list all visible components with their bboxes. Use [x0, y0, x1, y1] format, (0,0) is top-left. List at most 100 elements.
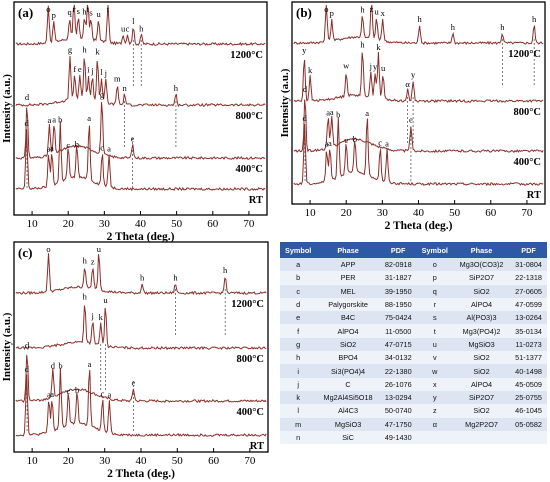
series-label: 400°C — [235, 164, 263, 175]
table-cell: t — [416, 324, 453, 338]
peak-label: m — [114, 74, 121, 84]
series-line — [15, 253, 267, 296]
table-cell: e — [280, 311, 317, 325]
table-row: j C 26-1076 x AlPO4 45-0509 — [280, 377, 547, 391]
peak-label: z — [91, 257, 95, 267]
series-label: RT — [250, 441, 264, 452]
y-axis-label: Intensity (a.u.) — [1, 74, 13, 143]
peak-label: s — [77, 6, 80, 16]
series-line — [15, 4, 266, 47]
series-label: 400°C — [236, 407, 264, 418]
x-tick-label: 70 — [243, 218, 255, 230]
peak-label: y — [302, 45, 307, 55]
table-cell: Al4C3 — [316, 404, 380, 418]
peak-label: e — [409, 115, 413, 125]
table-cell: s — [416, 311, 453, 325]
table-cell: 45-0509 — [510, 377, 547, 391]
table-cell: 26-1076 — [379, 377, 417, 391]
peak-label: h — [82, 6, 87, 16]
peak-label: y — [373, 62, 378, 72]
table-header-cell: PDF — [379, 242, 417, 258]
x-tick-label: 70 — [521, 207, 533, 219]
table-row: a APP 82-0918 o Mg3O(CO3)2 31-0804 — [280, 258, 547, 272]
series-label: 800°C — [513, 107, 541, 118]
peak-label: q — [68, 7, 73, 17]
peak-label: a — [385, 139, 389, 149]
table-cell: b — [280, 271, 317, 285]
series-label: 1200°C — [231, 299, 264, 310]
peak-label: b — [75, 139, 79, 149]
peak-label: k — [95, 46, 100, 56]
table-cell: l — [280, 404, 317, 418]
x-tick-label: 40 — [136, 455, 148, 467]
table-cell: k — [280, 390, 317, 405]
phase-table-header: Symbol Phase PDF Symbol Phase PDF — [280, 242, 547, 258]
peak-label: h — [82, 44, 87, 54]
x-axis-label: 2 Theta (deg.) — [385, 220, 453, 232]
peak-label: w — [343, 60, 350, 70]
peak-label: a — [50, 389, 54, 399]
peak-label: h — [360, 39, 365, 49]
table-cell: BPO4 — [316, 351, 380, 365]
x-tick-label: 50 — [172, 455, 184, 467]
table-cell: Mg3O(CO3)2 — [452, 258, 511, 272]
table-cell: p — [416, 271, 453, 285]
peak-label: j — [104, 68, 107, 78]
x-tick-label: 60 — [485, 207, 497, 219]
peak-label: c — [126, 23, 130, 33]
x-axis-label: 2 Theta (deg.) — [107, 468, 175, 480]
table-cell: a — [280, 258, 317, 272]
x-tick-label: 20 — [63, 218, 75, 230]
peak-label: l — [100, 67, 103, 77]
table-cell: SiO2 — [316, 337, 380, 352]
peak-label: f — [73, 64, 76, 74]
table-cell: 22-1380 — [379, 364, 417, 378]
chart-panel: (c) 10 20 30 40 50 60 70 2 Theta (deg.) Intensity… — [1, 241, 269, 480]
table-cell: Mg2Al4Si5O18 — [316, 390, 380, 405]
table-row: l Al4C3 50-0740 z SiO2 46-1045 — [280, 404, 547, 418]
y-axis-label: Intensity (a.u.) — [279, 68, 291, 137]
peak-label: d — [25, 364, 30, 374]
table-header-cell: Symbol — [416, 242, 453, 258]
table-header-cell: Symbol — [280, 242, 317, 258]
peak-label: b — [58, 115, 62, 125]
table-cell: r — [416, 297, 453, 312]
peak-label: l — [132, 16, 135, 26]
peak-label: h — [532, 14, 537, 24]
peak-label: u — [103, 295, 108, 305]
x-tick-label: 20 — [341, 207, 353, 219]
series-line — [15, 55, 266, 108]
table-row: d Palygorskite 88-1950 r AlPO4 47-0599 — [280, 297, 547, 312]
peak-label: b — [353, 134, 357, 144]
peak-label: y — [411, 70, 416, 80]
table-cell: 46-1045 — [510, 404, 547, 418]
peak-label: a — [47, 144, 51, 154]
table-cell: v — [416, 351, 453, 365]
peak-label: h — [83, 255, 88, 265]
peak-label: a — [107, 144, 111, 154]
table-cell: SiO2 — [452, 364, 511, 378]
peak-label: g — [68, 45, 73, 55]
x-tick-label: 10 — [305, 207, 317, 219]
table-cell: c — [280, 284, 317, 298]
table-cell: 88-1950 — [379, 297, 417, 312]
peak-label: u — [96, 9, 101, 19]
x-tick-label: 30 — [99, 218, 111, 230]
peak-label: a — [52, 114, 56, 124]
table-cell: 47-1750 — [379, 417, 417, 431]
table-cell: 22-1318 — [510, 271, 547, 285]
table-row: h BPO4 34-0132 v SiO2 51-1377 — [280, 351, 547, 365]
peak-label: h — [173, 273, 178, 283]
x-tick-label: 10 — [27, 455, 39, 467]
chart-panel: (a) 10 20 30 40 50 60 70 2 Theta (deg.) Intensity… — [1, 1, 268, 243]
table-cell: AlPO4 — [452, 377, 511, 391]
series-line — [293, 117, 544, 187]
x-tick-label: 30 — [377, 207, 389, 219]
peak-label: h — [223, 265, 228, 275]
peak-label: a — [47, 390, 51, 400]
table-row: f AlPO4 11-0500 t Mg3(PO4)2 35-0134 — [280, 324, 547, 338]
peak-label: s — [89, 7, 92, 17]
peak-label: d — [25, 340, 30, 350]
series-line — [15, 305, 267, 351]
